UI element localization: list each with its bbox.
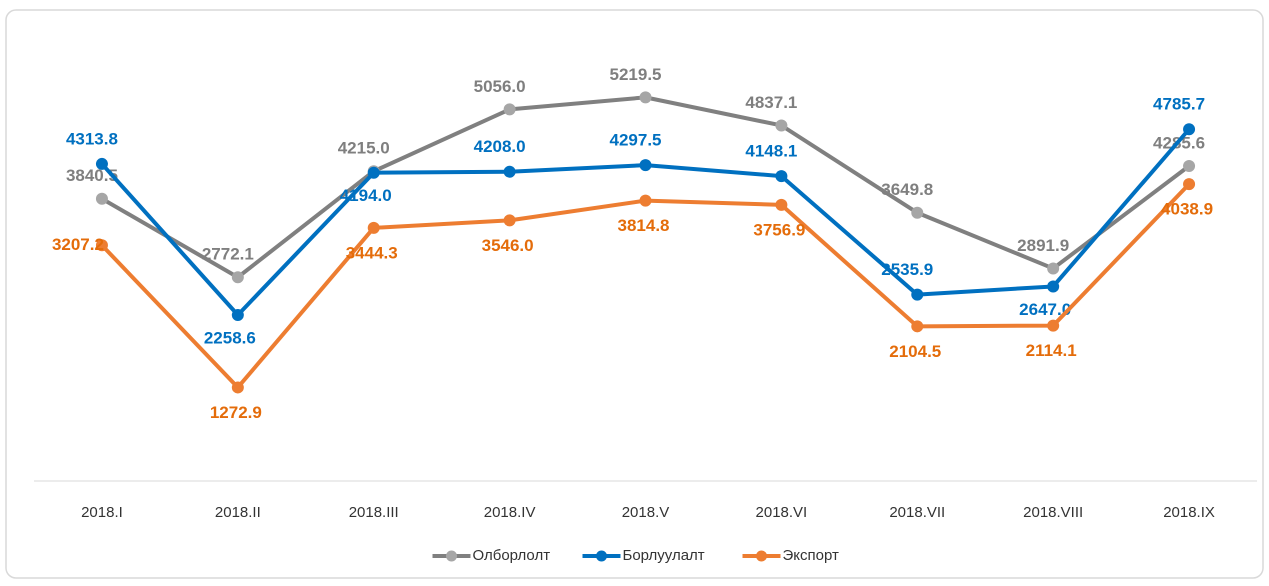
data-point bbox=[503, 214, 516, 227]
data-label: 4785.7 bbox=[1153, 95, 1205, 114]
data-label: 4837.1 bbox=[745, 93, 797, 112]
data-point bbox=[503, 165, 516, 178]
data-label: 3814.8 bbox=[618, 216, 670, 235]
data-point bbox=[1047, 319, 1060, 332]
legend-marker bbox=[596, 550, 607, 562]
data-point bbox=[231, 308, 244, 321]
data-point bbox=[911, 206, 924, 219]
data-label: 4215.0 bbox=[338, 139, 390, 158]
data-label: 4297.5 bbox=[610, 131, 662, 150]
data-point bbox=[1183, 123, 1196, 136]
data-label: 3546.0 bbox=[482, 236, 534, 255]
data-point bbox=[911, 288, 924, 301]
data-label: 1272.9 bbox=[210, 403, 262, 422]
data-label: 2535.9 bbox=[881, 260, 933, 279]
x-tick-label: 2018.I bbox=[81, 504, 123, 521]
data-point bbox=[231, 271, 244, 284]
legend-marker bbox=[446, 550, 457, 562]
x-tick-label: 2018.IV bbox=[484, 504, 536, 521]
legend-marker bbox=[756, 550, 767, 562]
data-label: 4313.8 bbox=[66, 129, 118, 148]
data-label: 4038.9 bbox=[1161, 200, 1213, 219]
data-point bbox=[1047, 262, 1060, 275]
legend-label: Экспорт bbox=[783, 547, 839, 564]
data-label: 5056.0 bbox=[474, 77, 526, 96]
data-point bbox=[95, 239, 108, 252]
data-point bbox=[95, 157, 108, 170]
data-point bbox=[639, 159, 652, 172]
data-label: 3756.9 bbox=[753, 220, 805, 239]
data-point bbox=[1183, 178, 1196, 191]
data-point bbox=[1183, 160, 1196, 173]
x-tick-label: 2018.VIII bbox=[1023, 504, 1083, 521]
data-label: 3207.2 bbox=[52, 235, 104, 254]
data-label: 5219.5 bbox=[610, 65, 662, 84]
data-label: 2104.5 bbox=[889, 342, 941, 361]
data-label: 2891.9 bbox=[1017, 236, 1069, 255]
data-point bbox=[1047, 280, 1060, 293]
legend-label: Олборлолт bbox=[473, 547, 551, 564]
chart-frame bbox=[5, 9, 1264, 579]
data-label: 4148.1 bbox=[745, 142, 797, 161]
x-tick-label: 2018.VII bbox=[889, 504, 945, 521]
data-label: 3840.5 bbox=[66, 166, 118, 185]
data-point bbox=[367, 221, 380, 234]
data-label: 4208.0 bbox=[474, 137, 526, 156]
data-point bbox=[775, 170, 788, 183]
data-point bbox=[95, 192, 108, 205]
data-point bbox=[775, 119, 788, 132]
data-label: 2258.6 bbox=[204, 328, 256, 347]
data-label: 2772.1 bbox=[202, 245, 254, 264]
x-tick-label: 2018.VI bbox=[756, 504, 808, 521]
x-tick-label: 2018.IX bbox=[1163, 504, 1215, 521]
data-label: 3649.8 bbox=[881, 180, 933, 199]
data-point bbox=[911, 320, 924, 333]
data-label: 2114.1 bbox=[1026, 341, 1077, 360]
data-label: 3444.3 bbox=[346, 243, 398, 262]
data-point bbox=[367, 166, 380, 179]
data-point bbox=[639, 194, 652, 207]
data-label: 4194.0 bbox=[340, 186, 392, 205]
x-tick-label: 2018.II bbox=[215, 504, 261, 521]
legend-label: Борлуулалт bbox=[623, 547, 705, 564]
data-point bbox=[231, 381, 244, 394]
x-tick-label: 2018.V bbox=[622, 504, 670, 521]
x-tick-label: 2018.III bbox=[349, 504, 399, 521]
data-point bbox=[503, 103, 516, 116]
data-label: 2647.0 bbox=[1019, 300, 1071, 319]
data-point bbox=[775, 198, 788, 211]
data-point bbox=[639, 91, 652, 104]
